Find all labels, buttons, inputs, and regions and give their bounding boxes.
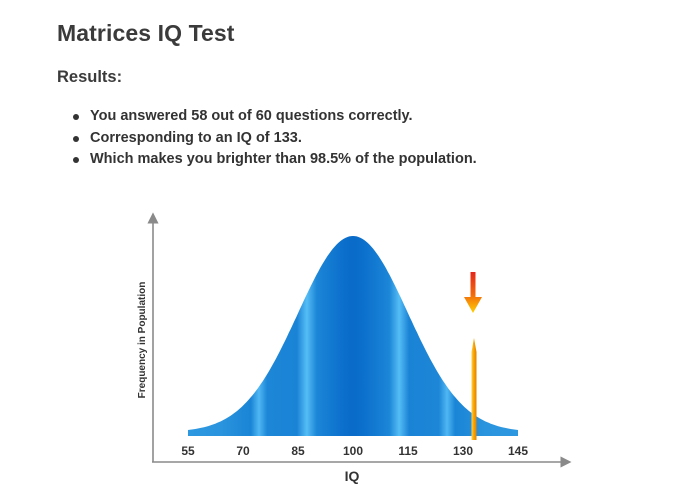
result-item-iq: Corresponding to an IQ of 133. [69, 128, 477, 150]
arrow-down-icon [464, 272, 482, 313]
results-list: You answered 58 out of 60 questions corr… [69, 106, 477, 171]
iq-score-marker [464, 272, 482, 440]
x-axis-label: IQ [345, 468, 360, 484]
x-tick-label: 70 [236, 444, 250, 458]
x-tick-label: 85 [291, 444, 305, 458]
x-tick-label: 130 [453, 444, 473, 458]
result-item-percentile: Which makes you brighter than 98.5% of t… [69, 149, 477, 171]
results-heading: Results: [57, 68, 123, 86]
x-tick-label: 145 [508, 444, 528, 458]
x-tick-labels: 55 70 85 100 115 130 145 [181, 444, 528, 458]
score-marker-bar [471, 338, 477, 440]
y-axis-label: Frequency in Population [137, 282, 148, 399]
page-title: Matrices IQ Test [57, 20, 235, 46]
result-item-score: You answered 58 out of 60 questions corr… [69, 106, 477, 128]
bell-curve-area [188, 236, 518, 436]
x-tick-label: 100 [343, 444, 363, 458]
x-tick-label: 115 [398, 444, 418, 458]
x-tick-label: 55 [181, 444, 195, 458]
